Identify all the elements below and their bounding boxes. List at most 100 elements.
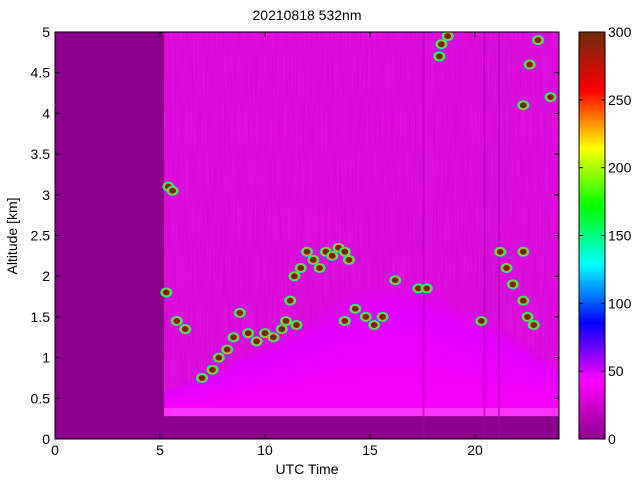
boundary-layer-column	[545, 355, 548, 409]
cloud-point	[412, 283, 425, 294]
boundary-layer-column	[369, 276, 372, 409]
boundary-layer-column	[416, 278, 419, 409]
boundary-layer-column	[298, 321, 301, 409]
cloud-core	[524, 313, 531, 320]
boundary-layer-column	[399, 276, 402, 409]
boundary-layer-column	[518, 335, 521, 409]
boundary-layer-column	[231, 358, 234, 409]
cloud-point	[435, 39, 448, 50]
boundary-layer-column	[542, 353, 545, 409]
boundary-layer-column	[473, 308, 476, 409]
boundary-layer-column	[468, 305, 471, 409]
cloud-point	[500, 263, 513, 274]
boundary-layer-column	[426, 282, 429, 409]
boundary-layer-column	[525, 340, 528, 409]
cloud-core	[530, 322, 538, 329]
boundary-layer-column	[401, 276, 404, 409]
boundary-layer-column	[285, 329, 288, 409]
boundary-layer-column	[389, 276, 392, 409]
boundary-layer-column	[391, 276, 394, 409]
boundary-layer-column	[270, 337, 273, 409]
boundary-layer-column	[434, 285, 437, 409]
cloud-point	[284, 295, 297, 306]
boundary-layer-column	[486, 313, 490, 409]
boundary-layer-column	[411, 276, 414, 409]
y-tick-label: 3.5	[31, 146, 51, 162]
boundary-layer-column	[228, 361, 231, 409]
cloud-core	[181, 326, 189, 333]
boundary-layer-column	[313, 311, 316, 409]
boundary-layer-column	[236, 354, 239, 409]
boundary-layer-column	[219, 366, 222, 409]
cloud-core	[173, 317, 181, 324]
cloud-core	[215, 354, 223, 361]
cloud-core	[244, 330, 252, 337]
boundary-layer-column	[307, 316, 310, 409]
cloud-point	[521, 311, 534, 322]
boundary-layer-column	[463, 302, 466, 409]
x-tick-label: 5	[156, 442, 164, 458]
y-tick-label: 5	[42, 24, 50, 40]
colorbar-tick-label: 250	[608, 92, 632, 108]
x-tick-label: 0	[51, 442, 59, 458]
boundary-layer-column	[446, 292, 449, 409]
boundary-layer-column	[364, 278, 367, 409]
chart-title: 20210818 532nm	[253, 7, 362, 23]
boundary-layer-column	[172, 385, 175, 409]
boundary-layer-column	[322, 304, 325, 409]
boundary-layer-column	[528, 342, 532, 409]
boundary-layer-column	[197, 375, 201, 409]
cloud-point	[343, 254, 355, 265]
boundary-layer-column	[249, 346, 253, 409]
boundary-layer-column	[374, 276, 377, 409]
boundary-layer-column	[271, 336, 274, 409]
boundary-layer-column	[379, 276, 382, 409]
boundary-layer-column	[256, 344, 259, 409]
boundary-layer-column	[365, 277, 369, 409]
cloud-core	[444, 33, 452, 40]
boundary-layer-column	[312, 312, 315, 409]
boundary-layer-column	[543, 354, 547, 409]
boundary-layer-column	[192, 377, 196, 409]
boundary-layer-column	[280, 332, 283, 409]
cloud-point	[506, 279, 519, 290]
boundary-layer-column	[436, 286, 439, 409]
boundary-layer-column	[384, 276, 387, 409]
boundary-layer-column	[394, 276, 397, 409]
cloud-point	[275, 324, 288, 335]
boundary-layer-column	[244, 348, 248, 409]
boundary-layer-column	[169, 387, 172, 409]
cloud-core	[297, 265, 305, 272]
y-tick-label: 4	[42, 105, 50, 121]
boundary-layer-column	[501, 322, 505, 409]
colorbar-tick-label: 0	[608, 431, 616, 447]
cloud-core	[162, 289, 170, 296]
boundary-layer-column	[315, 309, 318, 409]
cloud-point	[179, 324, 192, 335]
boundary-layer-column	[557, 365, 559, 409]
boundary-layer-column	[258, 343, 261, 409]
boundary-layer-column	[406, 276, 409, 409]
boundary-layer-column	[431, 284, 434, 409]
boundary-layer-column	[522, 337, 525, 409]
boundary-layer-column	[475, 309, 478, 409]
boundary-layer-column	[167, 388, 170, 409]
y-tick-label: 3	[42, 187, 50, 203]
boundary-layer-column	[278, 333, 281, 409]
boundary-layer-column	[239, 352, 243, 409]
boundary-layer-column	[380, 276, 384, 409]
boundary-layer-column	[233, 357, 236, 409]
boundary-layer-column	[175, 384, 179, 409]
boundary-layer-column	[433, 284, 436, 409]
cloud-core	[438, 41, 445, 48]
boundary-layer-column	[443, 290, 446, 409]
x-tick-label: 20	[467, 442, 483, 458]
cloud-point	[259, 328, 271, 339]
boundary-layer-column	[480, 311, 483, 409]
boundary-layer-column	[288, 327, 291, 409]
boundary-layer-column	[347, 284, 350, 409]
cloud-core	[519, 248, 527, 255]
boundary-layer-column	[325, 301, 328, 409]
boundary-layer-column	[337, 292, 340, 409]
boundary-layer-column	[421, 280, 424, 409]
